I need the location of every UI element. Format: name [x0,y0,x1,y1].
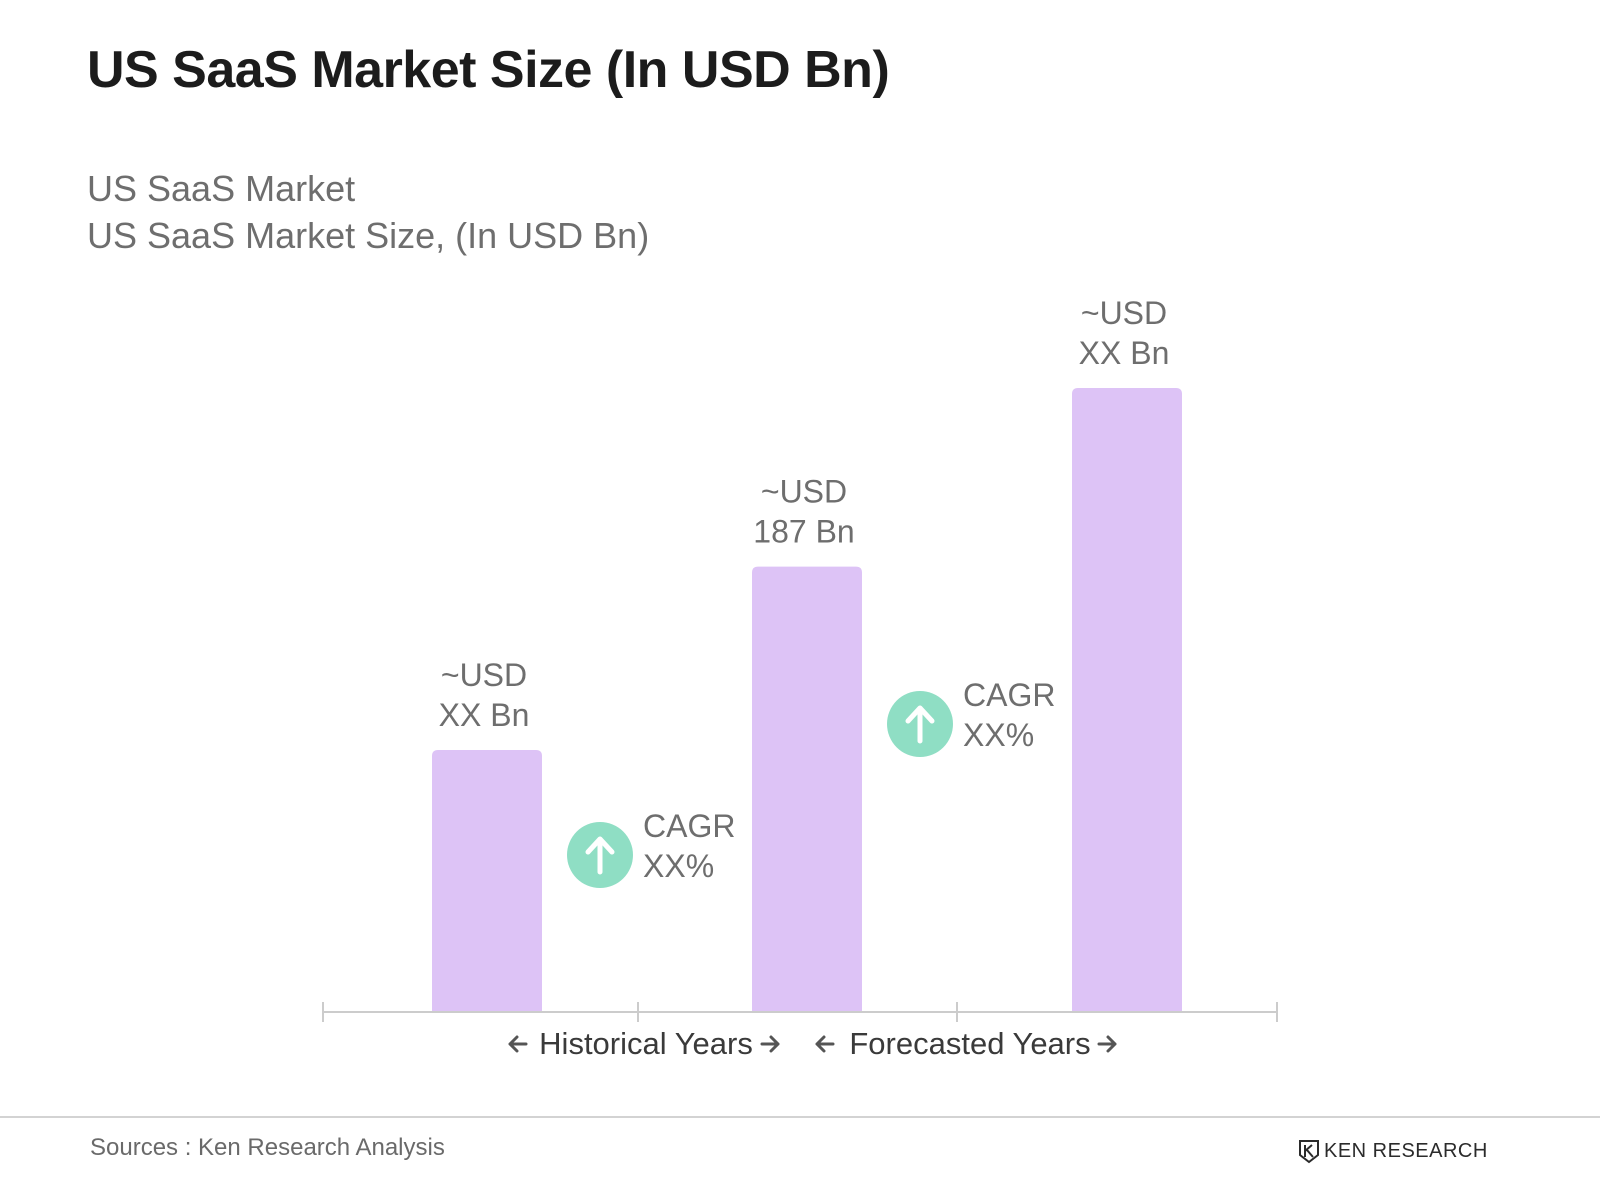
ken-research-logo-icon [1299,1140,1319,1164]
bar-chart: ~USD XX Bn ~USD 187 Bn ~USD XX Bn CAGR XX% CAGR X… [322,295,1278,1061]
logo-text: KEN RESEARCH [1324,1139,1488,1162]
arrow-left-icon [508,1035,528,1053]
cagr-value: XX% [643,848,714,884]
cagr-value: XX% [963,717,1034,753]
arrow-up-icon [905,705,935,744]
arrow-right-icon [1097,1035,1117,1053]
period-label: Forecasted Years [849,1026,1090,1061]
footer-divider [0,1116,1600,1118]
chart-subtitle-market: US SaaS Market [87,168,356,209]
bar-label-line-2: XX Bn [1079,335,1170,371]
bar [1072,388,1182,1012]
bar-label-line-2: 187 Bn [753,514,854,550]
cagr-label: CAGR [963,677,1055,713]
period-label: Historical Years [539,1026,753,1061]
source-note: Sources : Ken Research Analysis [90,1134,445,1161]
chart-title: US SaaS Market Size (In USD Bn) [87,41,890,99]
bar-label-line-1: ~USD [761,474,847,510]
bar-label-line-1: ~USD [1081,295,1167,331]
bar-label-line-1: ~USD [441,657,527,693]
arrow-left-icon [815,1035,835,1053]
arrow-up-icon [585,836,615,875]
bar-label-line-2: XX Bn [439,697,530,733]
chart-subtitle-size: US SaaS Market Size, (In USD Bn) [87,215,650,256]
bar [432,750,542,1012]
ken-research-logo: KEN RESEARCH [1298,1136,1488,1166]
cagr-label: CAGR [643,808,735,844]
bar [752,566,862,1012]
arrow-right-icon [760,1035,780,1053]
